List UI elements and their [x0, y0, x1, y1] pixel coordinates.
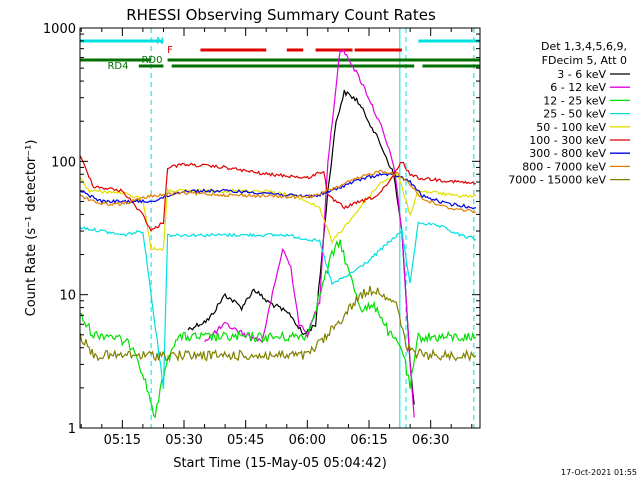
- x-tick-label: 05:15: [104, 433, 141, 448]
- chart-title: RHESSI Observing Summary Count Rates: [126, 6, 436, 24]
- x-tick-label: 05:30: [165, 433, 202, 448]
- legend-header-line-1: Det 1,3,4,5,6,9,: [541, 40, 627, 53]
- x-tick-label: 06:30: [412, 433, 449, 448]
- y-axis-label: Count Rate (s⁻¹ detector⁻¹): [24, 140, 39, 317]
- y-tick-label: 10: [59, 289, 76, 304]
- series-line-25-50-kev: [80, 221, 477, 389]
- flag-label-rd4: RD4: [107, 61, 128, 72]
- x-tick-label: 06:00: [289, 433, 326, 448]
- plot-frame: [79, 27, 481, 429]
- series-line-800-7000-kev: [80, 169, 477, 214]
- series-line-300-800-kev: [80, 172, 477, 210]
- series-line-7000-15000-kev: [80, 285, 477, 363]
- y-tick-label: 1000: [43, 22, 76, 37]
- legend-label-25-50-kev: 25 - 50 keV: [543, 108, 606, 121]
- legend-header-line-2: FDecim 5, Att 0: [542, 54, 627, 67]
- flag-label-rd0: RD0: [141, 55, 162, 66]
- legend-label-6-12-kev: 6 - 12 keV: [550, 81, 606, 94]
- legend-label-300-800-kev: 300 - 800 keV: [529, 147, 606, 160]
- x-tick-label: 05:45: [227, 433, 264, 448]
- flag-label-f: F: [167, 45, 173, 56]
- plot-area: NF RD0 RD4: [80, 28, 480, 428]
- y-tick-label: 100: [51, 155, 76, 170]
- legend-label-12-25-kev: 12 - 25 keV: [543, 94, 606, 107]
- x-axis-label: Start Time (15-May-05 05:04:42): [173, 456, 387, 471]
- series-line-100-300-kev: [80, 155, 476, 233]
- timestamp: 17-Oct-2021 01:55: [561, 468, 637, 477]
- legend-label-7000-15000-kev: 7000 - 15000 keV: [508, 174, 606, 187]
- flag-label-n: N: [156, 36, 163, 47]
- series-line-12-25-kev: [80, 239, 477, 419]
- legend: Det 1,3,4,5,6,9, FDecim 5, Att 0 3 - 6 k…: [508, 40, 630, 187]
- legend-label-800-7000-kev: 800 - 7000 keV: [522, 160, 606, 173]
- x-tick-label: 06:15: [350, 433, 387, 448]
- y-tick-label: 1: [68, 422, 76, 437]
- axes: 1 10 100 1000 05:15 05:30 05:45 06:00 06:15 06:30: [43, 22, 480, 448]
- plot-contents: NF RD0 RD4: [80, 28, 480, 428]
- legend-label-50-100-kev: 50 - 100 keV: [536, 121, 606, 134]
- legend-label-3-6-kev: 3 - 6 keV: [557, 68, 606, 81]
- series-line-3-6-kev: [187, 89, 415, 405]
- legend-label-100-300-kev: 100 - 300 keV: [529, 134, 606, 147]
